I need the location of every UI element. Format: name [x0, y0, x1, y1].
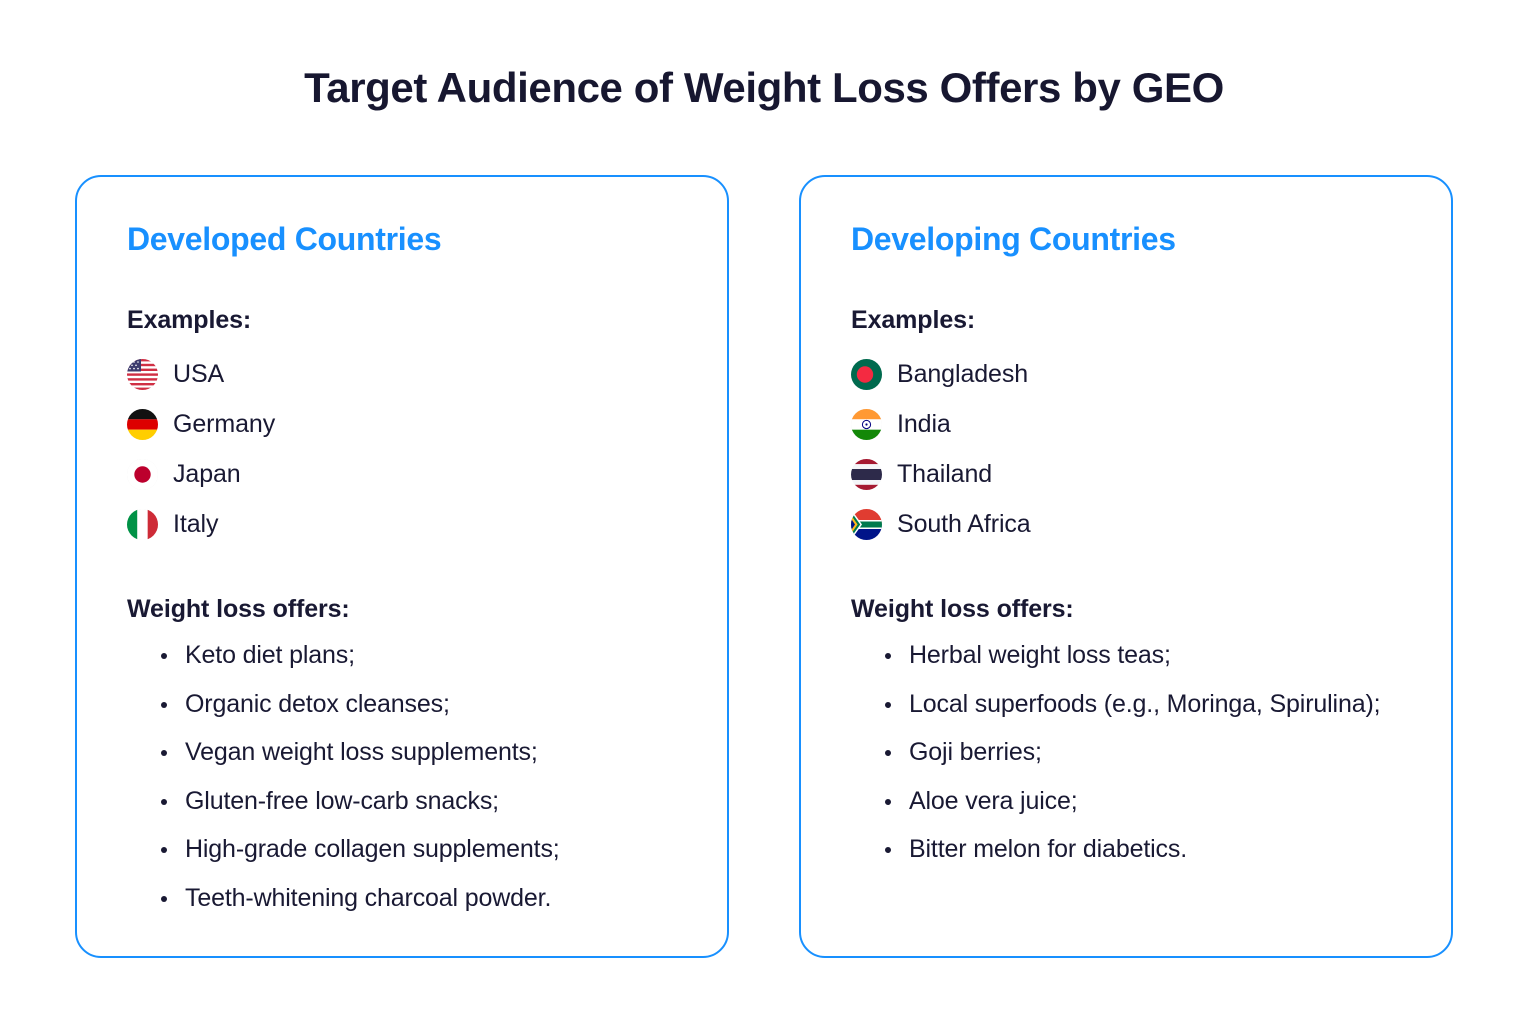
list-item: Local superfoods (e.g., Moringa, Spiruli… [883, 687, 1405, 723]
country-row-india: India [851, 399, 1405, 449]
country-row-usa: USA [127, 349, 681, 399]
comparison-cards-container: Developed Countries Examples: [75, 175, 1453, 958]
country-row-germany: Germany [127, 399, 681, 449]
examples-label-developing: Examples: [851, 306, 976, 334]
list-item: High-grade collagen supplements; [159, 832, 681, 868]
flag-thailand-icon [851, 458, 882, 490]
country-name-italy: Italy [173, 509, 219, 538]
card-title-developing: Developing Countries [851, 221, 1176, 257]
flag-germany-icon [127, 408, 158, 440]
country-row-bangladesh: Bangladesh [851, 349, 1405, 399]
page-title: Target Audience of Weight Loss Offers by… [304, 64, 1224, 111]
country-row-south-africa: South Africa [851, 499, 1405, 549]
country-name-germany: Germany [173, 409, 276, 438]
card-title-developed: Developed Countries [127, 221, 442, 257]
country-row-italy: Italy [127, 499, 681, 549]
list-item: Herbal weight loss teas; [883, 638, 1405, 674]
examples-label-developed: Examples: [127, 306, 252, 334]
list-item: Bitter melon for diabetics. [883, 832, 1405, 868]
flag-japan-icon [127, 458, 158, 490]
flag-italy-icon [127, 508, 158, 540]
country-name-india: India [897, 409, 951, 438]
country-list-developing: Bangladesh India [851, 349, 1405, 549]
list-item: Goji berries; [883, 735, 1405, 771]
offers-list-developed: Keto diet plans; Organic detox cleanses;… [127, 638, 681, 916]
country-row-japan: Japan [127, 449, 681, 499]
country-name-japan: Japan [173, 459, 241, 488]
list-item: Teeth-whitening charcoal powder. [159, 881, 681, 917]
flag-south-africa-icon [851, 508, 882, 540]
flag-bangladesh-icon [851, 358, 882, 390]
flag-india-icon [851, 408, 882, 440]
country-name-thailand: Thailand [897, 459, 993, 488]
offers-label-developing: Weight loss offers: [851, 595, 1074, 623]
offers-label-developed: Weight loss offers: [127, 595, 350, 623]
card-developed-countries: Developed Countries Examples: [75, 175, 729, 958]
country-name-south-africa: South Africa [897, 509, 1031, 538]
offers-list-developing: Herbal weight loss teas; Local superfood… [851, 638, 1405, 868]
country-name-usa: USA [173, 359, 225, 388]
list-item: Aloe vera juice; [883, 784, 1405, 820]
list-item: Vegan weight loss supplements; [159, 735, 681, 771]
list-item: Keto diet plans; [159, 638, 681, 674]
country-row-thailand: Thailand [851, 449, 1405, 499]
list-item: Gluten-free low-carb snacks; [159, 784, 681, 820]
card-developing-countries: Developing Countries Examples: Banglades… [799, 175, 1453, 958]
flag-usa-icon [127, 358, 158, 390]
country-name-bangladesh: Bangladesh [897, 359, 1029, 388]
country-list-developed: USA Germany [127, 349, 681, 549]
list-item: Organic detox cleanses; [159, 687, 681, 723]
